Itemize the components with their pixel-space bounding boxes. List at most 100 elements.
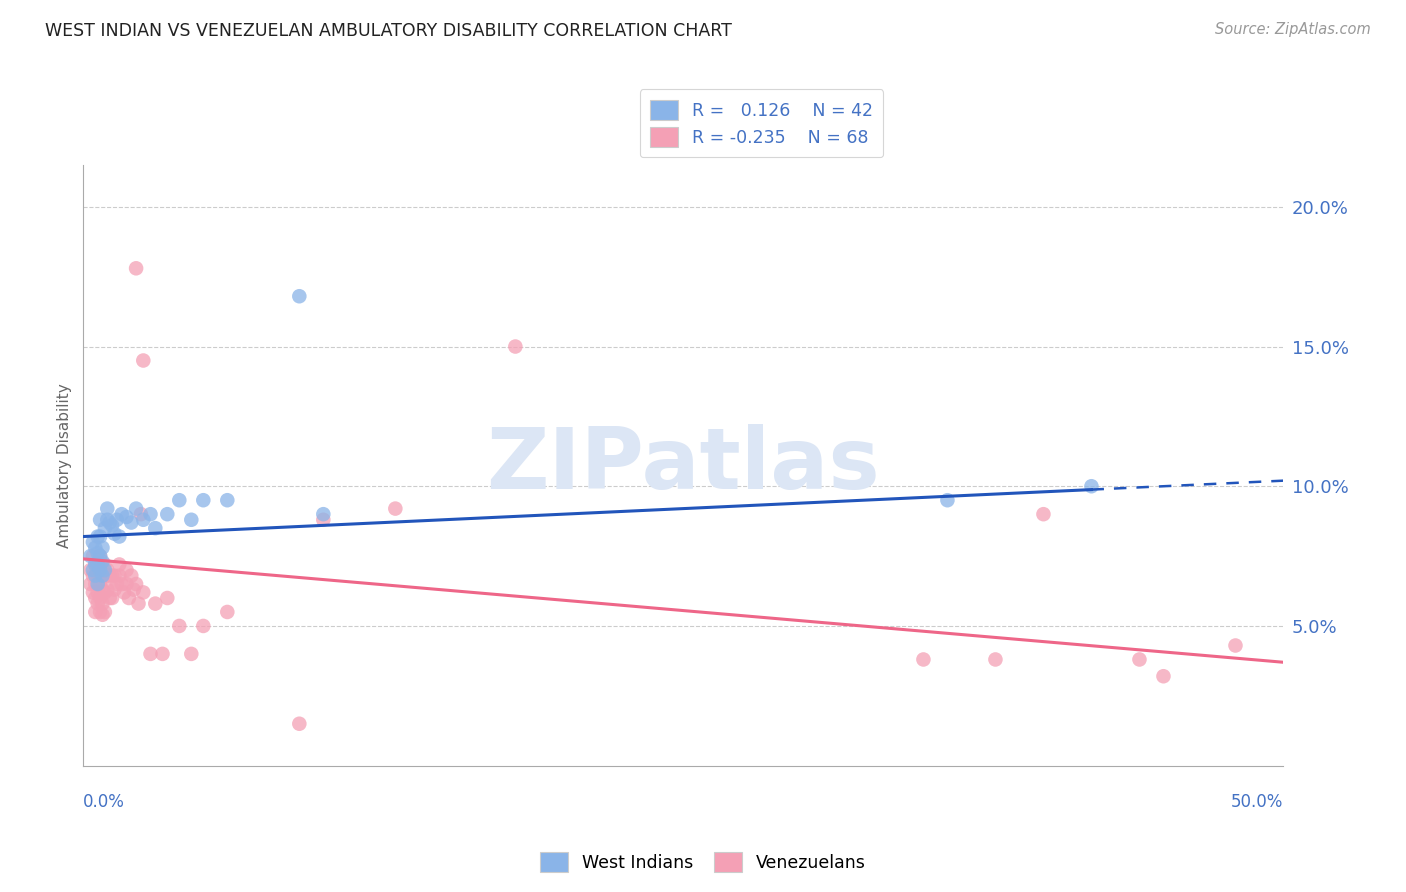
Point (169, 619, 191, 633)
Point (96, 582, 118, 597)
Point (139, 647, 162, 661)
Point (86, 577, 108, 591)
Point (122, 582, 145, 597)
Point (103, 526, 125, 541)
Point (89, 563, 111, 577)
Point (169, 493, 191, 508)
Point (94, 568, 117, 582)
Point (101, 518, 124, 533)
Point (1128, 652, 1150, 666)
Point (91, 607, 114, 622)
Point (91, 582, 114, 597)
Point (82, 568, 104, 582)
Point (118, 591, 141, 605)
Point (101, 568, 124, 582)
Point (91, 541, 114, 555)
Point (132, 585, 155, 599)
Point (96, 568, 118, 582)
Point (84, 541, 107, 555)
Point (86, 558, 108, 572)
Point (936, 493, 959, 508)
Text: 0.0%: 0.0% (83, 793, 125, 811)
Point (105, 577, 128, 591)
Point (180, 513, 202, 527)
Point (125, 261, 148, 276)
Point (143, 597, 166, 611)
Point (111, 507, 134, 521)
Point (84, 558, 107, 572)
Point (98, 591, 121, 605)
Point (115, 577, 138, 591)
Point (101, 591, 124, 605)
Point (312, 507, 335, 521)
Legend: R =   0.126    N = 42, R = -0.235    N = 68: R = 0.126 N = 42, R = -0.235 N = 68 (640, 89, 883, 157)
Point (96, 513, 118, 527)
Point (108, 558, 131, 572)
Point (288, 289, 311, 303)
Text: Source: ZipAtlas.com: Source: ZipAtlas.com (1215, 22, 1371, 37)
Legend: West Indians, Venezuelans: West Indians, Venezuelans (533, 845, 873, 879)
Point (1153, 669, 1175, 683)
Point (217, 493, 239, 508)
Point (84, 577, 107, 591)
Point (79, 549, 101, 563)
Point (79, 577, 101, 591)
Point (152, 647, 174, 661)
Point (86, 597, 108, 611)
Point (139, 507, 162, 521)
Point (91, 597, 114, 611)
Point (89, 549, 111, 563)
Point (91, 568, 114, 582)
Point (120, 516, 142, 530)
Text: ZIPatlas: ZIPatlas (486, 424, 880, 507)
Point (115, 563, 138, 577)
Point (108, 568, 131, 582)
Point (96, 501, 118, 516)
Point (98, 516, 121, 530)
Point (89, 591, 111, 605)
Point (312, 513, 335, 527)
Text: 50.0%: 50.0% (1232, 793, 1284, 811)
Point (1225, 639, 1247, 653)
Point (86, 585, 108, 599)
Point (86, 529, 108, 543)
Point (384, 501, 406, 516)
Point (84, 605, 107, 619)
Point (103, 568, 125, 582)
Point (193, 619, 215, 633)
Point (84, 591, 107, 605)
Point (82, 585, 104, 599)
Point (125, 577, 148, 591)
Point (115, 510, 138, 524)
Point (89, 529, 111, 543)
Point (96, 563, 118, 577)
Point (288, 716, 311, 731)
Point (94, 558, 117, 572)
Point (94, 605, 117, 619)
Text: WEST INDIAN VS VENEZUELAN AMBULATORY DISABILITY CORRELATION CHART: WEST INDIAN VS VENEZUELAN AMBULATORY DIS… (45, 22, 733, 40)
Point (91, 568, 114, 582)
Point (79, 563, 101, 577)
Point (94, 521, 117, 535)
Point (128, 597, 150, 611)
Point (156, 591, 179, 605)
Point (1080, 479, 1102, 493)
Point (89, 605, 111, 619)
Point (505, 339, 527, 353)
Point (86, 558, 108, 572)
Point (91, 563, 114, 577)
Point (84, 558, 107, 572)
Point (94, 585, 117, 599)
Point (1032, 507, 1054, 521)
Point (193, 493, 215, 508)
Point (129, 507, 152, 521)
Point (180, 647, 202, 661)
Point (82, 549, 104, 563)
Point (108, 529, 131, 543)
Point (103, 582, 125, 597)
Point (912, 652, 935, 666)
Point (105, 513, 128, 527)
Point (89, 549, 111, 563)
Point (132, 353, 155, 368)
Point (84, 568, 107, 582)
